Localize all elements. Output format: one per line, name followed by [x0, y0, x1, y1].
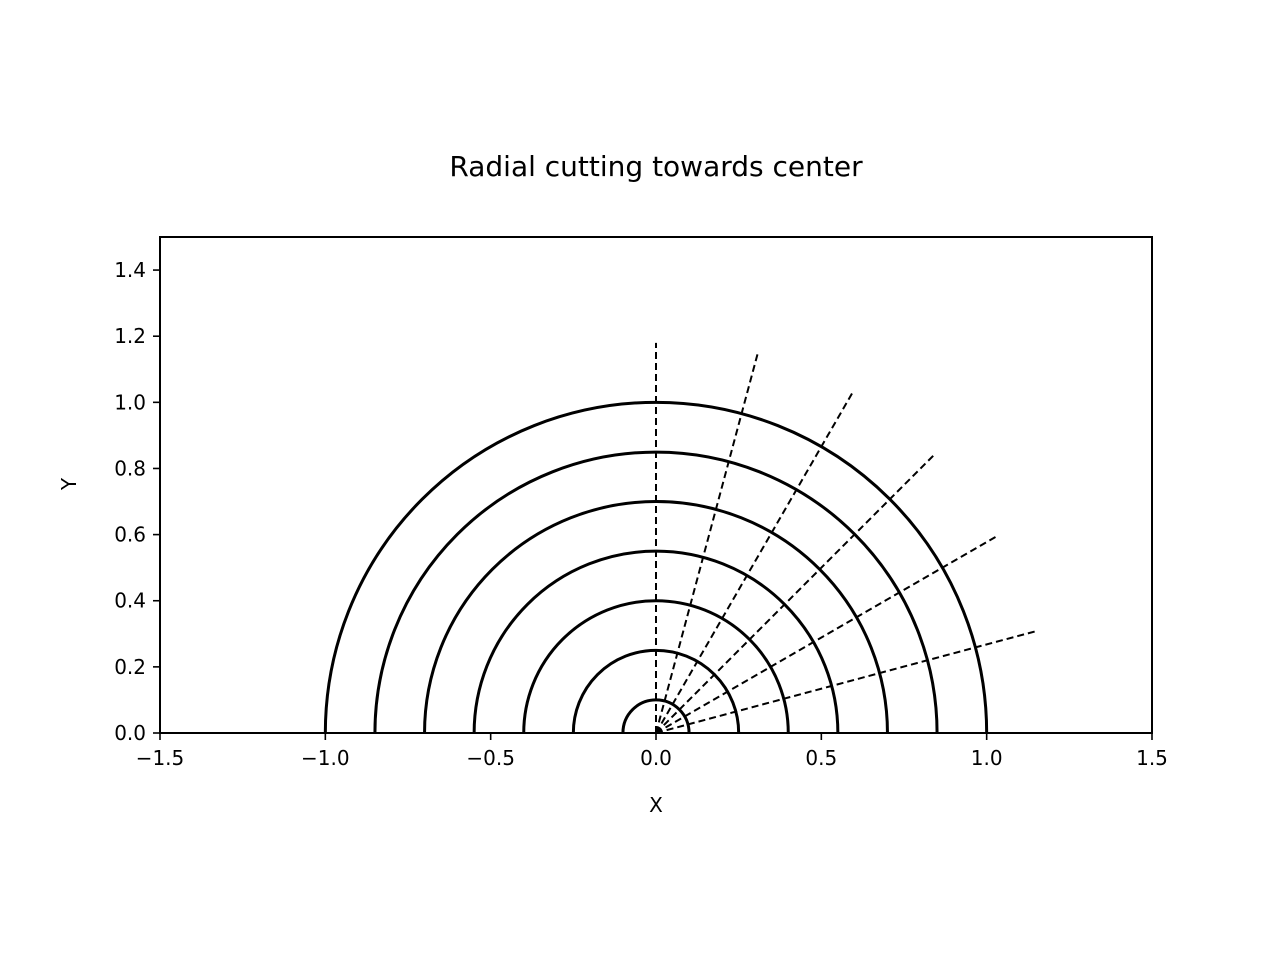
plot-area: −1.5 −1.0 −0.5 0.0 0.5 1.0 1.5 0.0 0.2 0.4 0.6 0.8 1… — [114, 236, 1168, 770]
radial-cut-line-5 — [655, 535, 998, 733]
x-tick-label: −1.0 — [301, 746, 350, 770]
semicircle-2 — [373, 450, 939, 733]
chart-title: Radial cutting towards center — [449, 150, 863, 183]
x-tick-label: 1.5 — [1136, 746, 1168, 770]
x-tick-label: −0.5 — [466, 746, 515, 770]
x-tick-label: 0.5 — [805, 746, 837, 770]
y-tick-label: 1.2 — [114, 324, 146, 348]
radial-cut-line-6 — [655, 630, 1037, 733]
y-axis-label: Y — [57, 477, 81, 491]
y-tick-label: 1.4 — [114, 258, 146, 282]
x-tick-label: 0.0 — [640, 746, 672, 770]
radial-cut-line-4 — [655, 454, 935, 733]
y-tick-label: 0.6 — [114, 523, 146, 547]
x-axis-label: X — [649, 793, 663, 817]
y-tick-label: 1.0 — [114, 390, 146, 414]
x-tick-label: 1.0 — [971, 746, 1003, 770]
x-tick-label: −1.5 — [136, 746, 185, 770]
radial-cut-line-3 — [655, 391, 854, 733]
radial-cut-line-2 — [655, 352, 759, 733]
y-tick-label: 0.8 — [114, 456, 146, 480]
y-tick-label: 0.0 — [114, 721, 146, 745]
y-tick-label: 0.4 — [114, 589, 146, 613]
chart-marks — [323, 342, 1037, 733]
y-tick-label: 0.2 — [114, 655, 146, 679]
